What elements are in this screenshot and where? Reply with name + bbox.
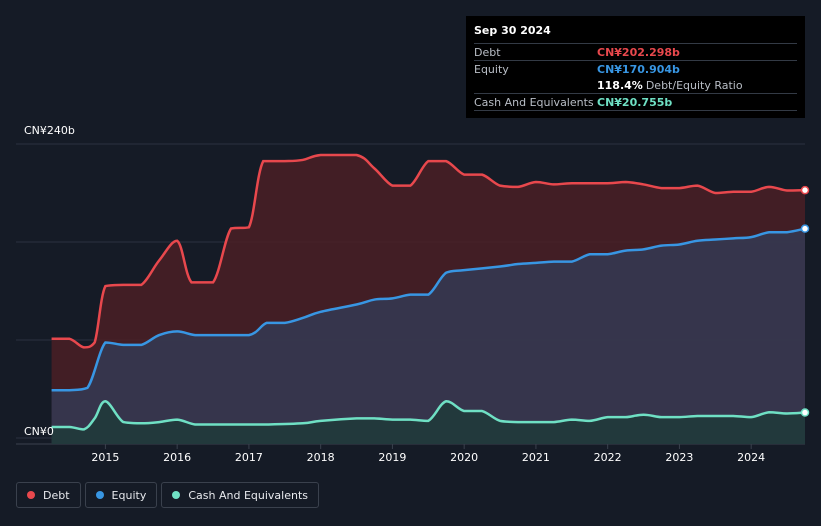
legend-dot-icon bbox=[95, 491, 104, 499]
legend-dot-icon bbox=[172, 491, 181, 499]
legend: Debt Equity Cash And Equivalents bbox=[16, 482, 319, 508]
x-tick-label: 2019 bbox=[378, 451, 406, 464]
equity-line bbox=[51, 227, 806, 392]
tooltip-date: Sep 30 2024 bbox=[474, 24, 551, 37]
x-tick-label: 2024 bbox=[737, 451, 765, 464]
legend-label: Debt bbox=[43, 488, 70, 502]
tooltip-label: Debt bbox=[474, 45, 501, 59]
area-fills bbox=[51, 155, 806, 444]
x-tick-label: 2015 bbox=[91, 451, 119, 464]
legend-item-equity[interactable]: Equity bbox=[84, 482, 158, 508]
tooltip-row-cash: Cash And Equivalents CN¥20.755b bbox=[474, 93, 797, 111]
tooltip-ratio-label: Debt/Equity Ratio bbox=[645, 78, 743, 92]
y-bottom-label: CN¥0 bbox=[24, 425, 54, 438]
tooltip-row-ratio: 118.4% Debt/Equity Ratio bbox=[474, 77, 797, 93]
x-tick-label: 2020 bbox=[450, 451, 478, 464]
tooltip-value: CN¥20.755b bbox=[597, 95, 673, 109]
equity-end-marker[interactable] bbox=[800, 224, 810, 233]
x-tick-label: 2023 bbox=[665, 451, 693, 464]
tooltip-label: Equity bbox=[474, 62, 509, 76]
x-tick-label: 2018 bbox=[307, 451, 335, 464]
legend-dot-icon bbox=[27, 491, 35, 499]
debt-line bbox=[51, 153, 806, 349]
cash-and-equivalents-end-marker[interactable] bbox=[800, 408, 810, 417]
legend-label: Cash And Equivalents bbox=[188, 488, 308, 502]
tooltip-panel: Sep 30 2024 Debt CN¥202.298b Equity CN¥1… bbox=[466, 16, 805, 118]
x-axis-ticks: 2015 2016 2017 2018 2019 2020 2021 2022 2023 2024 bbox=[91, 444, 765, 464]
tooltip-label: Cash And Equivalents bbox=[474, 95, 594, 109]
cash-and-equivalents-line bbox=[51, 399, 806, 431]
x-tick-label: 2017 bbox=[235, 451, 263, 464]
tooltip-value: CN¥202.298b bbox=[597, 45, 680, 59]
debt-end-marker[interactable] bbox=[800, 185, 810, 195]
y-top-label: CN¥240b bbox=[24, 124, 75, 137]
tooltip-value: 118.4% bbox=[597, 78, 643, 92]
x-tick-label: 2016 bbox=[163, 451, 191, 464]
cash-and-equivalents-area bbox=[51, 401, 806, 444]
legend-label: Equity bbox=[111, 488, 147, 502]
tooltip-value: CN¥170.904b bbox=[597, 62, 680, 76]
x-tick-label: 2021 bbox=[522, 451, 550, 464]
legend-item-cash[interactable]: Cash And Equivalents bbox=[161, 482, 319, 508]
legend-item-debt[interactable]: Debt bbox=[16, 482, 81, 508]
tooltip-row-equity: Equity CN¥170.904b bbox=[474, 60, 797, 77]
series-lines bbox=[51, 153, 810, 431]
tooltip-row-debt: Debt CN¥202.298b bbox=[474, 43, 797, 60]
x-tick-label: 2022 bbox=[594, 451, 622, 464]
equity-area bbox=[51, 228, 806, 444]
